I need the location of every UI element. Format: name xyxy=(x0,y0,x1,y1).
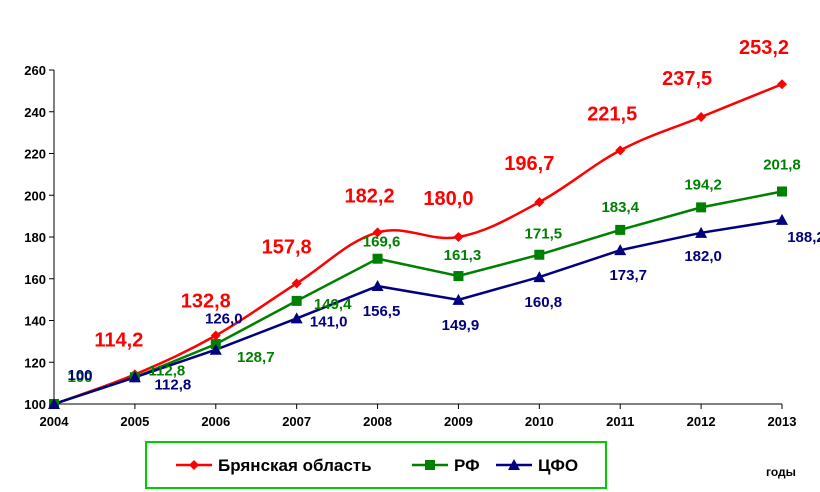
data-label-cfo: 188,2 xyxy=(787,229,820,246)
data-label-bryansk: 114,2 xyxy=(94,329,143,351)
point-marker-rf xyxy=(291,295,302,306)
x-tick-label: 2007 xyxy=(282,414,311,429)
point-marker-rf xyxy=(696,202,707,213)
point-marker-bryansk xyxy=(615,145,626,156)
data-label-bryansk: 221,5 xyxy=(587,103,637,125)
x-tick-label: 2009 xyxy=(444,414,473,429)
point-marker-bryansk xyxy=(777,79,787,90)
legend-label-cfo: ЦФО xyxy=(538,456,578,475)
data-label-rf: 161,3 xyxy=(444,247,482,264)
data-label-rf: 128,7 xyxy=(237,349,275,366)
data-label-rf: 171,5 xyxy=(525,226,563,243)
legend-box xyxy=(145,441,607,489)
point-marker-rf xyxy=(615,224,626,235)
x-axis-label: годы xyxy=(766,465,796,479)
point-marker-bryansk xyxy=(372,227,383,238)
data-label-bryansk: 237,5 xyxy=(662,68,712,90)
data-label-bryansk: 180,0 xyxy=(423,188,473,210)
point-marker-cfo xyxy=(614,244,627,256)
data-label-rf: 201,8 xyxy=(763,156,801,173)
x-tick-label: 2012 xyxy=(687,414,716,429)
chart-axes xyxy=(53,70,782,405)
y-tick-label: 260 xyxy=(24,63,46,78)
y-tick-label: 120 xyxy=(24,355,46,370)
data-label-bryansk: 253,2 xyxy=(739,37,789,59)
series-markers xyxy=(48,79,788,409)
point-marker-cfo xyxy=(695,226,708,238)
point-marker-cfo xyxy=(128,371,141,383)
y-tick-label: 200 xyxy=(24,188,46,203)
x-tick-label: 2005 xyxy=(120,414,149,429)
legend-marker-cfo xyxy=(508,459,520,470)
data-label-rf: 149,4 xyxy=(314,296,352,313)
data-label-cfo: 173,7 xyxy=(609,267,647,284)
legend: Брянская область РФ ЦФО xyxy=(145,441,607,489)
y-axis-ticks: 100 120 140 160 180 200 220 240 260 xyxy=(24,63,54,412)
x-tick-label: 2006 xyxy=(201,414,230,429)
x-axis-ticks: 2004 2005 2006 2007 2008 2009 2010 2011 2012 2013 xyxy=(40,404,797,429)
series-line-2 xyxy=(53,218,783,406)
x-tick-label: 2008 xyxy=(363,414,392,429)
data-label-rf: 100 xyxy=(67,369,92,386)
y-tick-label: 180 xyxy=(24,230,46,245)
point-marker-cfo xyxy=(776,213,788,225)
y-tick-label: 160 xyxy=(24,272,46,287)
point-marker-cfo xyxy=(452,293,465,305)
point-marker-cfo xyxy=(48,398,60,409)
data-label-rf: 183,4 xyxy=(601,199,639,216)
data-label-rf: 194,2 xyxy=(684,176,722,193)
legend-label-rf: РФ xyxy=(454,456,480,475)
point-marker-cfo xyxy=(371,280,384,292)
data-label-cfo: 156,5 xyxy=(363,303,401,320)
data-label-cfo: 160,8 xyxy=(525,294,563,311)
data-label-bryansk: 157,8 xyxy=(262,236,312,258)
point-marker-rf xyxy=(534,249,545,260)
point-marker-rf xyxy=(777,186,787,197)
data-label-bryansk: 182,2 xyxy=(345,185,395,207)
legend-marker-bryansk xyxy=(189,460,199,470)
point-marker-bryansk xyxy=(453,232,464,242)
legend-label-bryansk: Брянская область xyxy=(218,456,372,475)
point-marker-bryansk xyxy=(291,278,302,289)
point-marker-cfo xyxy=(290,312,303,324)
x-tick-label: 2011 xyxy=(606,414,634,429)
legend-marker-rf xyxy=(425,460,435,470)
x-tick-label: 2013 xyxy=(768,414,797,429)
point-marker-bryansk xyxy=(210,330,221,341)
x-tick-label: 2010 xyxy=(525,414,554,429)
data-label-rf: 169,6 xyxy=(363,234,401,251)
data-label-cfo: 112,8 xyxy=(155,376,192,393)
data-label-cfo: 100 xyxy=(67,367,92,384)
point-marker-rf xyxy=(453,271,464,282)
y-tick-label: 140 xyxy=(24,314,46,329)
data-label-rf: 112,8 xyxy=(149,362,186,379)
point-marker-bryansk xyxy=(696,111,707,122)
data-label-cfo: 126,0 xyxy=(205,311,243,328)
data-labels: 114,2 132,8 157,8 182,2 180,0 196,7 221,5 237,5… xyxy=(67,37,820,393)
point-marker-cfo xyxy=(209,343,222,355)
y-tick-label: 220 xyxy=(24,147,46,162)
point-marker-bryansk xyxy=(534,197,545,208)
data-label-cfo: 182,0 xyxy=(684,248,722,265)
x-tick-label: 2004 xyxy=(40,414,70,429)
y-tick-label: 100 xyxy=(24,397,46,412)
y-tick-label: 240 xyxy=(24,105,46,120)
data-label-bryansk: 196,7 xyxy=(504,153,554,175)
data-label-cfo: 149,9 xyxy=(442,317,480,334)
point-marker-rf xyxy=(372,253,383,264)
series-line-0 xyxy=(53,83,783,406)
data-label-cfo: 141,0 xyxy=(310,313,348,330)
series-lines xyxy=(53,83,783,406)
data-label-bryansk: 132,8 xyxy=(181,291,231,313)
series-line-1 xyxy=(53,190,783,406)
point-marker-cfo xyxy=(533,271,546,283)
